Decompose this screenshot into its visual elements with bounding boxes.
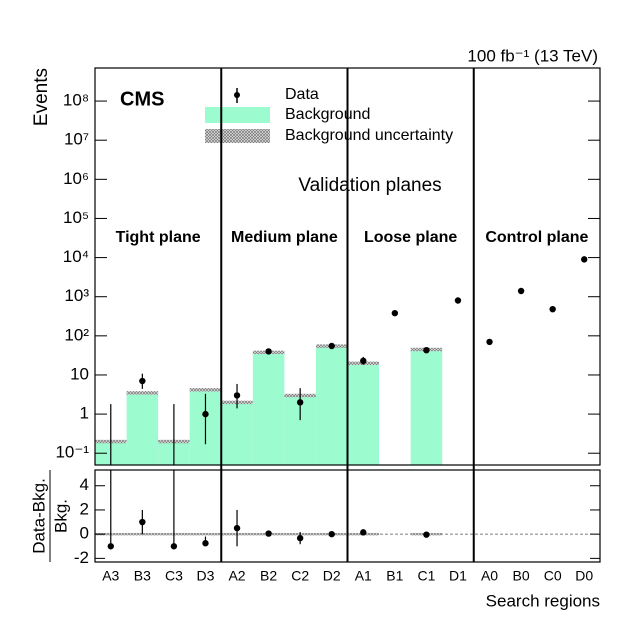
- plane-label: Tight plane: [116, 229, 201, 246]
- data-point: [486, 338, 493, 346]
- legend-label: Data: [285, 86, 319, 103]
- data-point: [391, 309, 399, 317]
- data-point: [202, 410, 209, 418]
- y-tick-label: 10⁸: [63, 91, 89, 110]
- legend-swatch: [205, 107, 270, 123]
- y-tick-label: 10⁻¹: [55, 443, 89, 462]
- background-bar: [126, 392, 159, 465]
- y-tick-label: 10²: [64, 325, 89, 344]
- ratio-point: [139, 518, 146, 526]
- y-axis-label: Events: [31, 68, 52, 126]
- main-plot-area: [95, 256, 588, 465]
- data-point: [233, 392, 241, 399]
- ratio-uncertainty: [189, 532, 222, 536]
- lumi-label: 100 fb⁻¹ (13 TeV): [467, 46, 598, 65]
- x-tick-label: C3: [165, 568, 183, 584]
- y-tick-label: 1: [80, 404, 89, 423]
- ratio-y-tick-label: -2: [74, 548, 89, 567]
- data-point: [454, 297, 462, 304]
- ratio-uncertainty: [126, 532, 159, 536]
- y-tick-label: 10⁶: [63, 169, 89, 188]
- ratio-y-label: Data-Bkg.: [29, 478, 48, 554]
- ratio-y-tick-label: 2: [80, 499, 89, 518]
- data-point: [360, 357, 367, 365]
- background-bar: [315, 345, 348, 465]
- x-tick-label: C2: [291, 568, 309, 584]
- data-point: [423, 346, 430, 354]
- ratio-y-tick-label: 0: [80, 524, 89, 543]
- x-tick-label: A0: [481, 568, 498, 584]
- ratio-point: [265, 530, 272, 537]
- background-uncertainty: [126, 391, 159, 395]
- ratio-point: [233, 524, 241, 532]
- data-point: [549, 305, 556, 313]
- x-tick-label: A3: [102, 568, 119, 584]
- plane-label: Control plane: [485, 229, 588, 246]
- legend-data-marker: [234, 92, 240, 98]
- plane-label: Medium plane: [231, 229, 338, 246]
- x-tick-label: D0: [575, 568, 593, 584]
- plane-label: Loose plane: [364, 229, 457, 246]
- data-point: [296, 399, 304, 406]
- x-tick-label: A1: [355, 568, 372, 584]
- ratio-y-label-denominator: Bkg.: [51, 499, 70, 533]
- background-bar: [252, 352, 285, 465]
- x-axis-label: Search regions: [486, 591, 600, 610]
- background-bar: [221, 402, 253, 465]
- x-tick-label: B2: [260, 568, 277, 584]
- x-tick-label: D3: [197, 568, 215, 584]
- ratio-point: [360, 529, 367, 536]
- y-tick-label: 10⁵: [63, 208, 89, 227]
- x-tick-label: C0: [544, 568, 562, 584]
- ratio-point: [170, 543, 178, 550]
- ratio-point: [423, 531, 430, 538]
- background-bar: [410, 349, 443, 465]
- legend-label: Background: [285, 106, 370, 123]
- ratio-point: [328, 530, 335, 538]
- cms-label: CMS: [120, 88, 164, 110]
- x-tick-label: D1: [449, 568, 467, 584]
- y-tick-label: 10³: [64, 286, 89, 305]
- legend-swatch: [205, 129, 270, 143]
- x-tick-label: D2: [323, 568, 341, 584]
- x-tick-label: B1: [386, 568, 403, 584]
- subtitle: Validation planes: [298, 175, 441, 196]
- data-point: [265, 348, 272, 355]
- data-point: [517, 287, 525, 295]
- ratio-y-tick-label: 4: [80, 475, 89, 494]
- x-tick-label: A2: [228, 568, 245, 584]
- background-bar: [347, 363, 380, 465]
- y-tick-label: 10⁷: [64, 130, 89, 149]
- y-tick-label: 10: [70, 364, 89, 383]
- x-tick-label: B3: [134, 568, 151, 584]
- data-point: [139, 377, 146, 385]
- data-point: [581, 256, 588, 263]
- ratio-point: [202, 540, 209, 547]
- legend-label: Background uncertainty: [285, 127, 453, 144]
- background-uncertainty: [189, 388, 222, 392]
- ratio-point: [107, 543, 114, 550]
- x-tick-label: C1: [417, 568, 435, 584]
- y-tick-label: 10⁴: [63, 247, 89, 266]
- ratio-point: [296, 534, 304, 542]
- data-point: [328, 342, 335, 350]
- x-tick-label: B0: [513, 568, 530, 584]
